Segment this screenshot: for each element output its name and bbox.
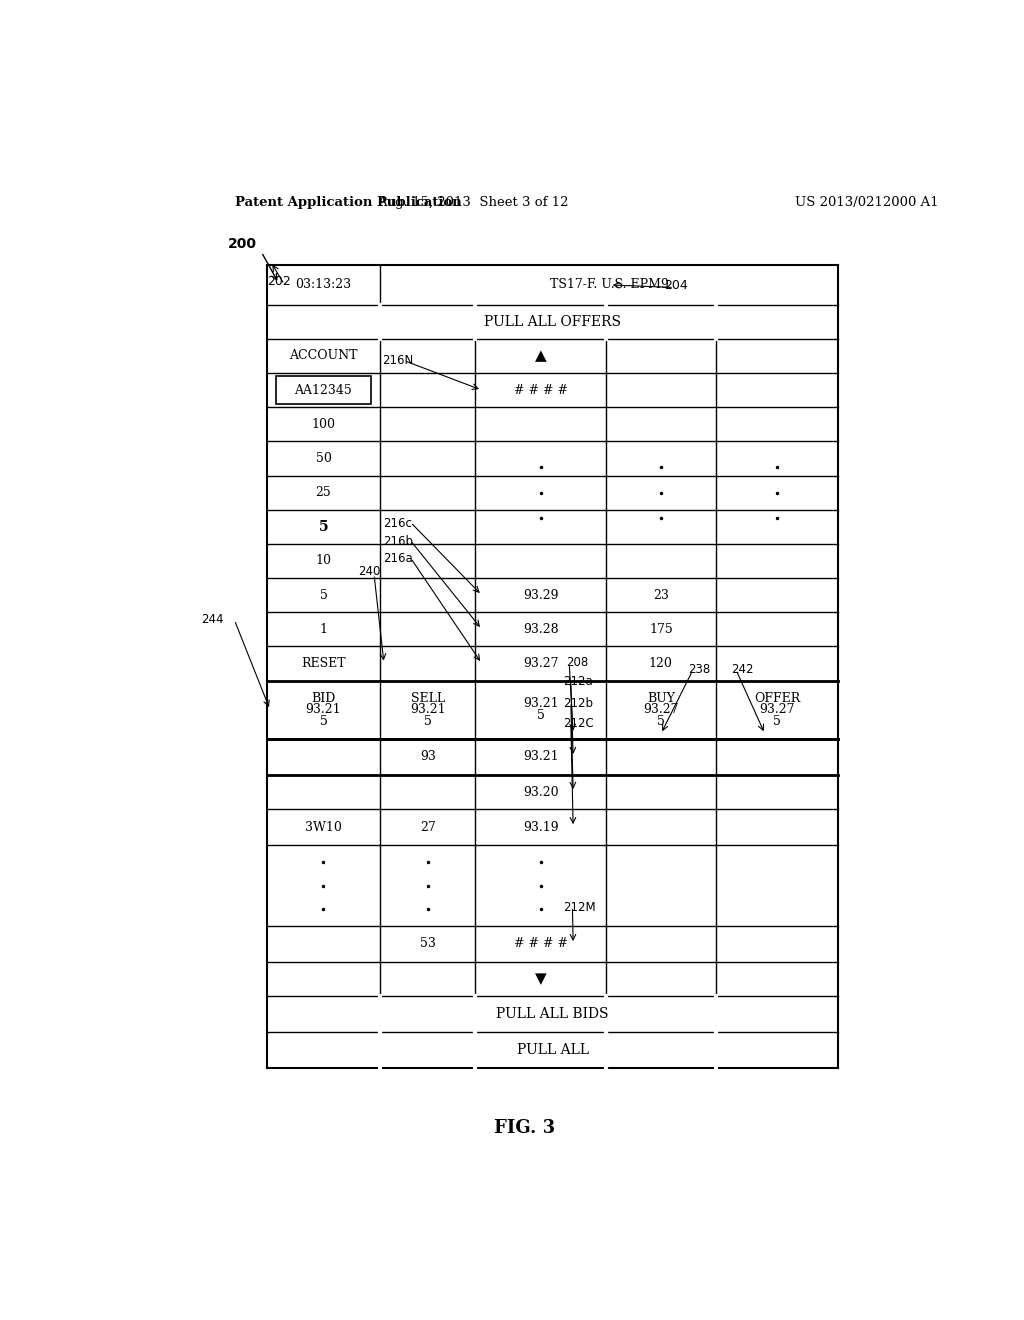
- Text: 5: 5: [318, 520, 329, 533]
- Text: 240: 240: [358, 565, 381, 578]
- Text: 53: 53: [420, 937, 435, 950]
- Text: 175: 175: [649, 623, 673, 636]
- Text: 216b: 216b: [384, 535, 414, 548]
- Text: 120: 120: [649, 657, 673, 671]
- Text: Patent Application Publication: Patent Application Publication: [236, 195, 462, 209]
- Text: # # # #: # # # #: [514, 384, 567, 396]
- Text: 93.19: 93.19: [523, 821, 558, 834]
- Text: 212C: 212C: [563, 717, 594, 730]
- Text: FIG. 3: FIG. 3: [495, 1119, 555, 1137]
- Text: OFFER: OFFER: [754, 692, 801, 705]
- Text: ▲: ▲: [535, 348, 547, 363]
- Text: SELL: SELL: [411, 692, 444, 705]
- Text: ACCOUNT: ACCOUNT: [289, 350, 357, 363]
- Text: 204: 204: [665, 279, 688, 292]
- Text: 216c: 216c: [384, 517, 413, 529]
- Text: 93.21: 93.21: [305, 704, 341, 717]
- Text: BID: BID: [311, 692, 336, 705]
- Text: # # # #: # # # #: [514, 937, 567, 950]
- Text: 25: 25: [315, 486, 332, 499]
- Text: 93: 93: [420, 751, 435, 763]
- Text: PULL ALL BIDS: PULL ALL BIDS: [497, 1007, 609, 1022]
- Text: 242: 242: [731, 663, 754, 676]
- Text: 93.28: 93.28: [523, 623, 558, 636]
- Text: 212b: 212b: [563, 697, 593, 710]
- Text: Aug. 15, 2013  Sheet 3 of 12: Aug. 15, 2013 Sheet 3 of 12: [378, 195, 569, 209]
- Text: 5: 5: [319, 589, 328, 602]
- Text: 212a: 212a: [563, 676, 593, 688]
- Text: 5: 5: [537, 709, 545, 722]
- Text: TS17-F. U.S. EPM9: TS17-F. U.S. EPM9: [550, 279, 669, 292]
- Text: RESET: RESET: [301, 657, 346, 671]
- Text: 208: 208: [566, 656, 589, 669]
- Text: 5: 5: [319, 715, 328, 727]
- Text: PULL ALL OFFERS: PULL ALL OFFERS: [484, 314, 622, 329]
- Text: AA12345: AA12345: [295, 384, 352, 396]
- Text: BUY: BUY: [647, 692, 675, 705]
- Text: 5: 5: [773, 715, 781, 727]
- Text: 212M: 212M: [563, 902, 596, 913]
- Text: ▼: ▼: [535, 972, 547, 986]
- Text: 238: 238: [688, 663, 711, 676]
- Text: 3W10: 3W10: [305, 821, 342, 834]
- Text: 93.21: 93.21: [523, 751, 558, 763]
- Text: 23: 23: [653, 589, 669, 602]
- Text: 10: 10: [315, 554, 332, 568]
- Text: 93.27: 93.27: [523, 657, 558, 671]
- Text: 93.27: 93.27: [760, 704, 795, 717]
- Bar: [275, 376, 371, 404]
- Text: 1: 1: [319, 623, 328, 636]
- Text: 100: 100: [311, 417, 336, 430]
- Text: US 2013/0212000 A1: US 2013/0212000 A1: [795, 195, 938, 209]
- Text: 93.27: 93.27: [643, 704, 679, 717]
- Text: 5: 5: [424, 715, 432, 727]
- Text: 5: 5: [657, 715, 665, 727]
- Text: PULL ALL: PULL ALL: [516, 1043, 589, 1057]
- Text: 93.21: 93.21: [410, 704, 445, 717]
- Text: 216a: 216a: [384, 552, 414, 565]
- Text: 93.20: 93.20: [523, 785, 558, 799]
- Text: 03:13:23: 03:13:23: [295, 279, 351, 292]
- Text: 202: 202: [267, 275, 291, 288]
- Text: 93.21: 93.21: [523, 697, 558, 710]
- Text: 200: 200: [228, 236, 257, 251]
- Text: 27: 27: [420, 821, 435, 834]
- Text: 216N: 216N: [382, 354, 414, 367]
- Text: 50: 50: [315, 451, 332, 465]
- Text: 244: 244: [201, 614, 223, 627]
- Text: 93.29: 93.29: [523, 589, 558, 602]
